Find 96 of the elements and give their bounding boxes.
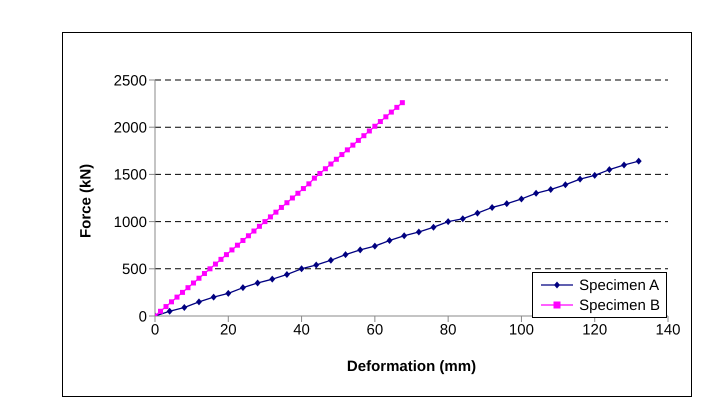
point bbox=[328, 162, 334, 167]
point bbox=[328, 256, 334, 264]
point bbox=[518, 195, 524, 202]
point bbox=[621, 161, 628, 168]
point bbox=[202, 271, 207, 276]
point bbox=[339, 152, 344, 158]
y-axis-title: Force (kN) bbox=[77, 164, 94, 238]
point bbox=[383, 114, 388, 120]
point bbox=[269, 276, 276, 283]
point bbox=[342, 251, 349, 258]
point bbox=[356, 138, 361, 143]
point bbox=[361, 133, 366, 138]
point bbox=[190, 280, 196, 286]
point bbox=[548, 186, 554, 194]
y-tick-label: 500 bbox=[122, 261, 147, 278]
x-tick-label: 60 bbox=[366, 322, 384, 339]
point bbox=[168, 299, 174, 304]
point bbox=[224, 252, 229, 258]
point bbox=[180, 290, 185, 295]
point bbox=[313, 262, 320, 269]
y-tick-label: 2500 bbox=[114, 72, 147, 90]
point bbox=[372, 242, 378, 250]
point bbox=[218, 256, 224, 262]
point bbox=[163, 304, 168, 310]
x-tick-label: 80 bbox=[440, 322, 456, 339]
point bbox=[246, 233, 251, 238]
point bbox=[334, 156, 339, 162]
y-tick-label: 2000 bbox=[114, 120, 147, 137]
point bbox=[306, 181, 312, 186]
point bbox=[366, 128, 372, 134]
point bbox=[212, 262, 218, 267]
x-tick-label: 20 bbox=[220, 322, 237, 339]
point bbox=[181, 304, 188, 312]
point bbox=[416, 228, 422, 236]
point bbox=[268, 214, 273, 220]
y-tick-label: 1000 bbox=[114, 214, 147, 231]
point bbox=[577, 176, 584, 183]
point bbox=[592, 172, 598, 179]
point bbox=[284, 270, 290, 278]
point bbox=[234, 242, 240, 248]
point bbox=[210, 294, 217, 301]
x-tick-label: 40 bbox=[293, 322, 310, 339]
point bbox=[312, 176, 317, 181]
point bbox=[606, 166, 612, 174]
point bbox=[386, 236, 393, 244]
point bbox=[196, 276, 202, 281]
point bbox=[430, 224, 436, 231]
point bbox=[240, 238, 246, 243]
point bbox=[273, 210, 278, 215]
point bbox=[401, 232, 408, 240]
y-tick-label: 1500 bbox=[114, 166, 147, 184]
point bbox=[158, 308, 163, 314]
point bbox=[295, 190, 300, 196]
point bbox=[322, 166, 328, 172]
point bbox=[533, 190, 540, 197]
point bbox=[251, 228, 256, 234]
point bbox=[460, 215, 466, 222]
x-tick-label: 0 bbox=[150, 322, 160, 339]
point bbox=[474, 210, 480, 217]
point bbox=[562, 181, 568, 188]
point bbox=[262, 219, 268, 224]
legend-label: Specimen B bbox=[579, 296, 660, 314]
legend-label: Specimen A bbox=[579, 276, 660, 294]
point bbox=[166, 308, 173, 315]
point bbox=[300, 186, 306, 192]
point bbox=[240, 284, 246, 292]
point bbox=[489, 204, 496, 211]
x-tick-label: 100 bbox=[508, 322, 534, 339]
point bbox=[256, 224, 262, 229]
point bbox=[290, 196, 295, 200]
point bbox=[196, 298, 202, 306]
point bbox=[317, 170, 322, 176]
point bbox=[225, 290, 232, 297]
point bbox=[400, 100, 405, 106]
x-tick-label: 120 bbox=[582, 322, 608, 339]
point bbox=[636, 158, 642, 165]
point bbox=[278, 204, 284, 210]
point bbox=[207, 266, 212, 272]
point bbox=[504, 200, 510, 208]
point bbox=[298, 265, 305, 272]
point bbox=[254, 279, 261, 286]
point bbox=[350, 142, 356, 148]
point bbox=[388, 110, 394, 115]
point bbox=[372, 124, 378, 129]
point bbox=[357, 246, 364, 254]
point bbox=[445, 218, 452, 226]
point bbox=[394, 104, 400, 110]
point bbox=[378, 119, 383, 124]
x-axis-title: Deformation (mm) bbox=[346, 358, 476, 375]
point bbox=[185, 285, 190, 290]
point bbox=[229, 247, 234, 252]
x-tick-label: 140 bbox=[655, 322, 681, 339]
point bbox=[344, 147, 350, 152]
y-tick-label: 0 bbox=[138, 308, 147, 326]
point bbox=[284, 200, 290, 206]
point bbox=[174, 294, 180, 300]
